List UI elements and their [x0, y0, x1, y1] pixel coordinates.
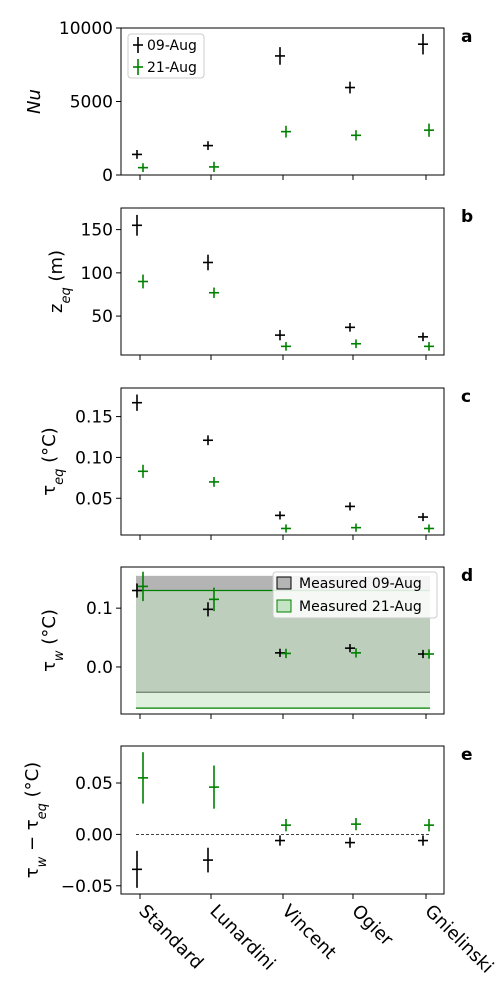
ytick-label: 0.1 [86, 599, 113, 619]
panel-label: a [461, 27, 472, 47]
panel-e: −0.05 0.00 0.05 τw − τeq (°C) e [22, 745, 473, 899]
data-point [345, 644, 355, 653]
data-point [209, 287, 219, 298]
ytick-label: 100 [81, 264, 113, 284]
ytick-label: −0.05 [61, 877, 113, 897]
legend-label: 09-Aug [147, 38, 197, 54]
data-point [138, 752, 148, 804]
ytick-label: 0.05 [75, 489, 113, 509]
data-point [132, 214, 142, 236]
data-point [138, 274, 148, 289]
data-point [281, 818, 291, 832]
axes-frame [120, 207, 445, 356]
panel-b: 50 100 150 zeq (m) b [46, 207, 473, 360]
ytick-label: 0.10 [75, 448, 113, 468]
panel-label: e [461, 745, 473, 765]
data-point [132, 150, 142, 159]
panel-label: c [461, 387, 471, 407]
legend: Measured 09-Aug Measured 21-Aug [272, 571, 438, 619]
data-point [418, 332, 428, 342]
data-point [351, 339, 361, 349]
data-point [132, 583, 142, 598]
data-point [209, 765, 219, 809]
data-point [275, 511, 285, 520]
legend-swatch [276, 599, 292, 613]
data-point [418, 33, 428, 55]
data-point [345, 323, 355, 332]
legend: 09-Aug 21-Aug [127, 33, 205, 79]
y-axis-label: τeq (°C) [39, 427, 67, 495]
data-point [351, 817, 361, 831]
legend-swatch [276, 576, 292, 590]
data-point [275, 329, 285, 341]
data-point [424, 524, 434, 533]
category-label: Vincent [277, 901, 340, 964]
data-point [345, 502, 355, 511]
data-point [203, 435, 213, 446]
data-point [138, 464, 148, 478]
data-point [424, 342, 434, 351]
axes-frame [120, 387, 445, 536]
y-axis-label: τw (°C) [39, 609, 67, 672]
panel-label: b [461, 207, 473, 227]
data-point [132, 394, 142, 411]
data-point [351, 130, 361, 141]
legend-label: Measured 21-Aug [299, 599, 422, 615]
data-point [275, 835, 285, 846]
data-point [275, 47, 285, 65]
ytick-label: 0.0 [86, 658, 113, 678]
panel-label: d [461, 566, 473, 586]
legend-label: 21-Aug [147, 60, 197, 76]
data-point [418, 512, 428, 522]
data-point [424, 123, 434, 137]
data-point [351, 648, 361, 658]
ytick-label: 0.00 [75, 825, 113, 845]
ytick-label: 10000 [59, 19, 113, 39]
legend-label: Measured 09-Aug [299, 576, 422, 592]
data-point [281, 125, 291, 138]
ytick-label: 5000 [70, 93, 113, 113]
legend-box [272, 571, 438, 619]
data-point [351, 523, 361, 532]
y-axis-label: Nu [24, 89, 45, 114]
y-axis-label: zeq (m) [46, 250, 74, 313]
data-point [203, 254, 213, 271]
axes-frame [120, 745, 445, 895]
data-point [209, 161, 219, 173]
data-point [281, 524, 291, 533]
data-point [132, 850, 142, 888]
ytick-label: 50 [91, 307, 113, 327]
data-point [209, 587, 219, 612]
data-point [209, 477, 219, 487]
panel-d: 0.0 0.1 τw (°C) d Measured 09-Aug Measured 21… [39, 566, 473, 719]
data-point [424, 818, 434, 832]
ytick-label: 0.05 [75, 774, 113, 794]
panel-a: 0 5000 10000 Nu a 09-Aug 21-Aug [24, 19, 472, 186]
ytick-label: 150 [81, 221, 113, 241]
category-label: Gnielinski [420, 901, 497, 978]
category-label: Lunardini [205, 901, 279, 975]
data-point [281, 342, 291, 351]
data-point [424, 649, 434, 659]
data-point [418, 835, 428, 846]
data-point [203, 847, 213, 873]
data-point [345, 81, 355, 94]
data-point [138, 571, 148, 602]
data-point [138, 163, 148, 173]
data-point [203, 141, 213, 151]
legend-box [127, 33, 205, 79]
ytick-label: 0.15 [75, 408, 113, 428]
y-axis-label: τw − τeq (°C) [22, 762, 50, 878]
data-point [345, 837, 355, 848]
category-label: Ogier [347, 901, 397, 951]
data-point [203, 602, 213, 617]
ytick-label: 0 [102, 166, 113, 186]
category-label: Standard [134, 901, 207, 974]
data-point [281, 648, 291, 659]
panel-c: 0.05 0.10 0.15 τeq (°C) c [39, 387, 471, 540]
